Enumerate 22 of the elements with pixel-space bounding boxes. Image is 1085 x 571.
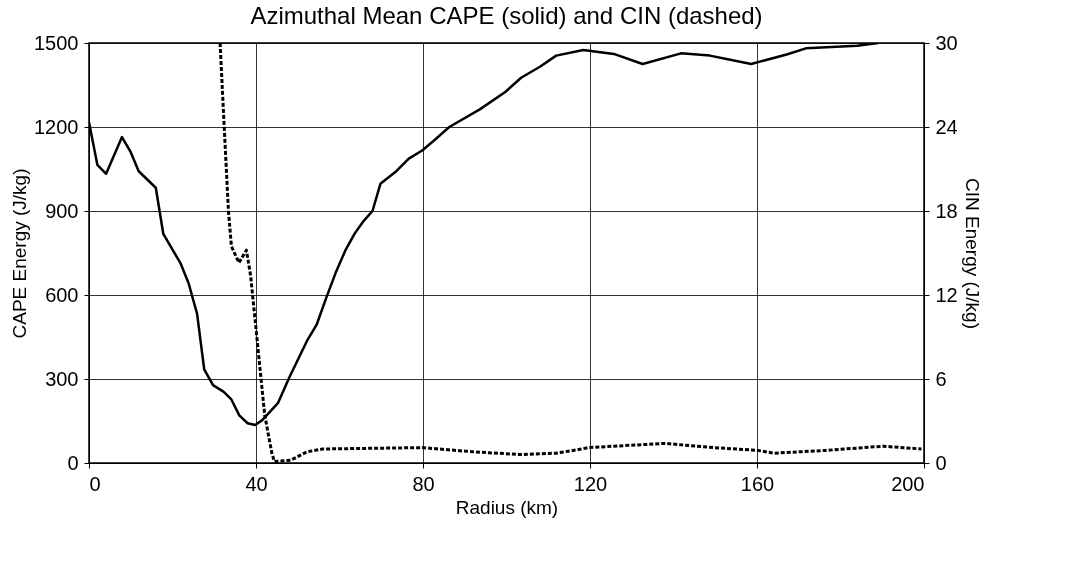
y-tick-label: 300 [45, 367, 79, 390]
y2-tick-label: 6 [935, 367, 947, 390]
x-tick-label: 200 [891, 472, 925, 495]
y2-axis-title: CIN Energy (J/kg) [961, 178, 983, 329]
y-tick-label: 600 [45, 283, 79, 306]
y2-tick-label: 30 [935, 31, 958, 54]
x-tick-label: 160 [740, 472, 775, 495]
y2-tick-label: 12 [935, 283, 958, 306]
x-tick-label: 0 [89, 472, 101, 495]
y2-tick-label: 0 [935, 451, 947, 474]
y2-tick-label: 24 [935, 115, 958, 138]
x-tick-label: 40 [245, 472, 268, 495]
x-axis-title: Radius (km) [455, 496, 559, 518]
y-axis-title: CAPE Energy (J/kg) [9, 168, 31, 339]
y2-tick-label: 18 [935, 199, 958, 222]
y-tick-label: 1200 [34, 115, 79, 138]
y-tick-label: 900 [45, 199, 79, 222]
y-tick-label: 0 [67, 451, 79, 474]
x-tick-label: 80 [412, 472, 435, 495]
chart-title: Azimuthal Mean CAPE (solid) and CIN (dashed) [250, 2, 763, 29]
y-tick-label: 1500 [34, 31, 79, 54]
x-tick-label: 120 [573, 472, 608, 495]
